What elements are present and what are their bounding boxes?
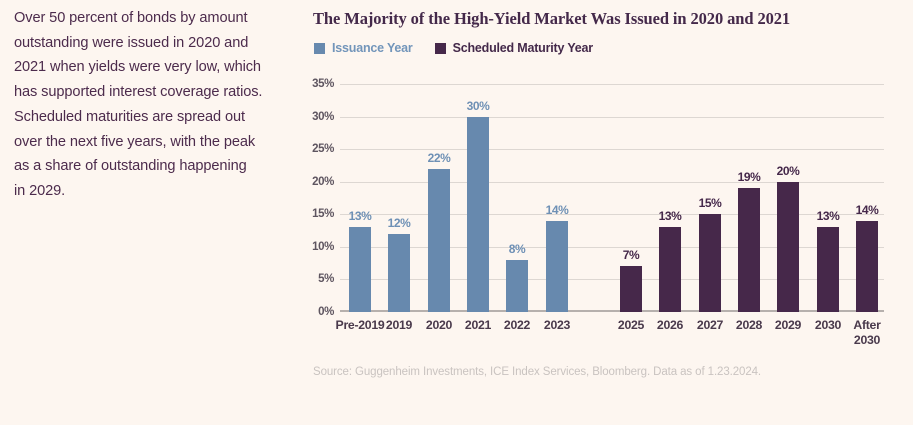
chart-legend: Issuance Year Scheduled Maturity Year (314, 41, 593, 55)
bar-2029 (777, 182, 799, 312)
bar-2020 (428, 169, 450, 312)
bar-value-label-2026: 13% (658, 209, 682, 223)
y-axis-label-30: 30% (312, 111, 334, 123)
plot-area: 0% 5% 10% 15% 20% 25% 30% 35% 13% Pre-2019 12% 2019… (312, 78, 884, 347)
x-axis-label-2019: 2019 (385, 318, 413, 332)
y-axis-label-15: 15% (312, 208, 334, 220)
bar-2028 (738, 188, 760, 312)
legend-swatch-issuance-year (314, 42, 325, 54)
legend-item-issuance-year: Issuance Year (314, 41, 413, 55)
bar-value-label-pre-2019: 13% (348, 209, 372, 223)
bar-2022 (506, 260, 528, 312)
bar-value-label-2023: 14% (545, 203, 569, 217)
bar-pre-2019 (349, 227, 371, 312)
gridline-15 (340, 214, 884, 215)
x-axis-label-pre-2019: Pre-2019 (335, 318, 385, 332)
gridline-0 (340, 310, 884, 312)
gridline-30 (340, 117, 884, 118)
x-axis-label-2020: 2020 (425, 318, 453, 332)
legend-swatch-scheduled-maturity-year (434, 42, 446, 54)
x-axis-label-2027: 2027 (696, 318, 724, 332)
x-axis-label-2026: 2026 (656, 318, 684, 332)
gridline-25 (340, 149, 884, 150)
x-axis-label-2021: 2021 (464, 318, 492, 332)
x-axis-label-2025: 2025 (617, 318, 645, 332)
y-axis-label-20: 20% (312, 176, 334, 188)
bar-value-label-2028: 19% (737, 170, 761, 184)
legend-item-scheduled-maturity-year: Scheduled Maturity Year (434, 41, 594, 55)
x-axis-label-2023: 2023 (543, 318, 571, 332)
bar-2023 (546, 221, 568, 312)
bar-value-label-2019: 12% (387, 216, 411, 230)
gridline-20 (340, 182, 884, 183)
x-axis-label-2028: 2028 (735, 318, 763, 332)
bar-2030 (817, 227, 839, 312)
bar-2021 (467, 117, 489, 312)
x-axis-label-2029: 2029 (774, 318, 802, 332)
gridline-5 (340, 279, 884, 280)
y-axis-label-0: 0% (318, 306, 334, 318)
bar-value-label-2025: 7% (622, 248, 640, 262)
bar-value-label-2022: 8% (508, 242, 526, 256)
bar-value-label-after-2030: 14% (855, 203, 879, 217)
bar-2027 (699, 214, 721, 312)
gridline-35 (340, 84, 884, 85)
bar-value-label-2030: 13% (816, 209, 840, 223)
bar-value-label-2029: 20% (776, 164, 800, 178)
bar-value-label-2021: 30% (466, 99, 490, 113)
bar-2026 (659, 227, 681, 312)
bar-after-2030 (856, 221, 878, 312)
x-axis-label-after-2030: After 2030 (853, 318, 881, 347)
commentary-text: Over 50 percent of bonds by amount outst… (14, 10, 263, 199)
legend-label-issuance-year: Issuance Year (332, 41, 413, 55)
bar-2019 (388, 234, 410, 312)
y-axis-label-5: 5% (318, 273, 334, 285)
gridline-10 (340, 247, 884, 248)
source-note: Source: Guggenheim Investments, ICE Inde… (313, 366, 762, 378)
legend-label-scheduled-maturity-year: Scheduled Maturity Year (452, 41, 594, 55)
bar-value-label-2027: 15% (698, 196, 722, 210)
x-axis-label-2022: 2022 (503, 318, 531, 332)
bar-2025 (620, 266, 642, 312)
chart: The Majority of the High-Yield Market Wa… (312, 0, 907, 425)
y-axis-label-35: 35% (312, 78, 334, 90)
y-axis-label-25: 25% (312, 143, 334, 155)
chart-title: The Majority of the High-Yield Market Wa… (313, 9, 791, 28)
bar-value-label-2020: 22% (427, 151, 451, 165)
x-axis-label-2030: 2030 (814, 318, 842, 332)
y-axis-label-10: 10% (312, 241, 334, 253)
